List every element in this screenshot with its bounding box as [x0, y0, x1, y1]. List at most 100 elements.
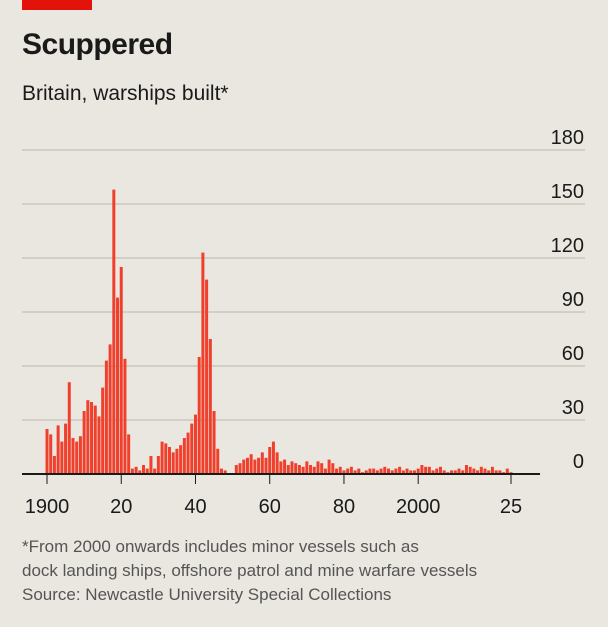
source-note: Source: Newcastle University Special Col…: [22, 585, 392, 604]
bar: [398, 466, 402, 474]
bar: [238, 463, 242, 474]
y-axis-labels: 0 30 60 90 120 150 180: [551, 127, 584, 473]
y-tick-label: 180: [551, 127, 584, 149]
bar: [108, 344, 112, 474]
bar: [223, 470, 227, 474]
bar: [301, 466, 305, 474]
bar: [216, 448, 220, 474]
bar: [245, 457, 249, 474]
bar: [379, 468, 383, 474]
bar: [323, 468, 327, 474]
bar: [505, 468, 509, 474]
bar: [494, 470, 498, 474]
bar: [164, 443, 168, 474]
bar: [119, 267, 123, 474]
x-tick-label: 1900: [25, 496, 70, 518]
bar: [90, 402, 94, 474]
bar: [271, 441, 275, 474]
bar: [290, 461, 294, 474]
bar: [156, 456, 160, 474]
bar: [424, 466, 428, 474]
bar: [420, 465, 424, 474]
bar: [294, 463, 298, 474]
bar: [286, 465, 290, 474]
bar: [297, 465, 301, 474]
bar: [342, 470, 346, 474]
bar: [427, 466, 431, 474]
x-tick-label: 25: [500, 496, 522, 518]
bar: [464, 465, 468, 474]
bar: [93, 405, 97, 474]
x-tick-label: 2000: [396, 496, 441, 518]
brand-red-tag: [22, 0, 92, 10]
bar: [498, 470, 502, 474]
bar: [182, 438, 186, 474]
bar: [153, 468, 157, 474]
y-tick-label: 120: [551, 235, 584, 257]
bar: [193, 414, 197, 474]
bar: [145, 468, 149, 474]
bar: [383, 466, 387, 474]
bar: [249, 454, 253, 474]
bar: [483, 468, 487, 474]
bar: [160, 441, 164, 474]
x-tick-label: 60: [259, 496, 281, 518]
bar: [331, 463, 335, 474]
bar: [335, 468, 339, 474]
bar: [242, 459, 246, 474]
bar: [387, 468, 390, 474]
bar: [268, 447, 272, 474]
bar: [205, 279, 209, 474]
bar: [186, 432, 190, 474]
bar: [168, 447, 171, 474]
y-tick-label: 30: [562, 397, 584, 419]
bar: [279, 461, 283, 474]
bar: [450, 470, 454, 474]
bar: [212, 411, 216, 474]
x-tick-label: 20: [110, 496, 132, 518]
bar: [316, 461, 320, 474]
bar: [476, 470, 480, 474]
bar: [401, 470, 405, 474]
bar: [130, 468, 134, 474]
bar: [442, 470, 446, 474]
bar: [327, 459, 331, 474]
bar: [116, 297, 120, 474]
bar: [264, 457, 268, 474]
bar: [390, 470, 394, 474]
bar: [364, 470, 368, 474]
bar: [104, 360, 108, 474]
y-tick-label: 60: [562, 343, 584, 365]
footnote: *From 2000 onwards includes minor vessel…: [22, 535, 602, 607]
bar: [349, 466, 353, 474]
y-tick-label: 150: [551, 181, 584, 203]
bar: [97, 416, 101, 474]
bar: [457, 468, 461, 474]
bar: [52, 456, 56, 474]
bar: [338, 466, 342, 474]
y-tick-label: 0: [573, 451, 584, 473]
bar: [179, 445, 183, 474]
bar: [190, 423, 194, 474]
bar: [201, 252, 205, 474]
bar: [64, 423, 68, 474]
bar: [78, 436, 82, 474]
bar: [234, 465, 238, 474]
bar: [67, 382, 71, 474]
bar: [357, 468, 361, 474]
bar: [490, 466, 494, 474]
bar: [372, 468, 376, 474]
bar: [405, 468, 409, 474]
bar: [49, 434, 53, 474]
bar: [197, 357, 201, 474]
bar-chart: 0 30 60 90 120 150 180 1900 20 40 60 80 2000 25: [22, 127, 585, 518]
bar: [112, 189, 116, 474]
bar: [171, 452, 175, 474]
bar: [138, 470, 142, 474]
x-axis: 1900 20 40 60 80 2000 25: [22, 473, 540, 518]
bar: [438, 466, 442, 474]
y-tick-label: 90: [562, 289, 584, 311]
bar: [134, 466, 138, 474]
bar: [479, 466, 483, 474]
bar: [123, 358, 127, 474]
